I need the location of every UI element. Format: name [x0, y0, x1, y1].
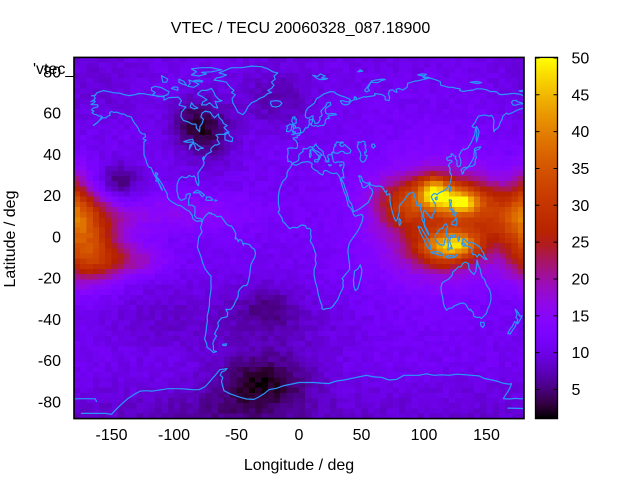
- svg-text:-20: -20: [38, 271, 61, 288]
- svg-text:20: 20: [43, 188, 61, 205]
- svg-text:5: 5: [572, 382, 581, 399]
- svg-text:30: 30: [572, 198, 590, 215]
- svg-text:-50: -50: [225, 427, 248, 444]
- svg-text:VTEC / TECU 20060328_087.18900: VTEC / TECU 20060328_087.18900: [171, 20, 431, 37]
- svg-text:10: 10: [572, 345, 590, 362]
- svg-text:80: 80: [43, 64, 61, 81]
- svg-text:0: 0: [52, 229, 61, 246]
- svg-text:45: 45: [572, 87, 590, 104]
- svg-text:150: 150: [473, 427, 500, 444]
- svg-text:-80: -80: [38, 395, 61, 412]
- svg-text:'vtec_: 'vtec_: [33, 61, 75, 78]
- svg-text:20: 20: [572, 272, 590, 289]
- svg-text:50: 50: [572, 51, 590, 68]
- svg-text:Latitude / deg: Latitude / deg: [2, 191, 19, 288]
- svg-text:-150: -150: [95, 427, 127, 444]
- svg-text:-40: -40: [38, 312, 61, 329]
- svg-text:60: 60: [43, 106, 61, 123]
- svg-text:15: 15: [572, 308, 590, 325]
- svg-text:100: 100: [411, 427, 438, 444]
- svg-text:40: 40: [572, 124, 590, 141]
- svg-text:0: 0: [295, 427, 304, 444]
- svg-text:Longitude / deg: Longitude / deg: [244, 457, 354, 474]
- svg-text:40: 40: [43, 147, 61, 164]
- svg-text:-100: -100: [158, 427, 190, 444]
- svg-text:50: 50: [353, 427, 371, 444]
- svg-text:-60: -60: [38, 353, 61, 370]
- svg-text:25: 25: [572, 235, 590, 252]
- svg-text:35: 35: [572, 161, 590, 178]
